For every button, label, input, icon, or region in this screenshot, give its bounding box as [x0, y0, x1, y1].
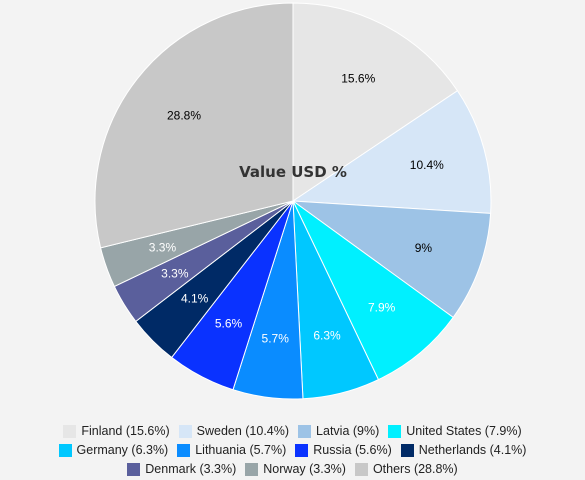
- slice-labels: 15.6% 10.4% 9% 7.9% 6.3% 5.7% 5.6% 4.1% 3.3% 3.3%…: [149, 72, 444, 346]
- slice-label: 15.6%: [341, 72, 375, 86]
- legend-row: Germany (6.3%) Lithuania (5.7%) Russia (…: [58, 443, 527, 457]
- pie-slice-finland[interactable]: [292, 2, 459, 202]
- legend-item-finland[interactable]: Finland (15.6%): [63, 424, 170, 438]
- legend-swatch: [178, 424, 192, 438]
- slice-label: 28.8%: [167, 108, 201, 122]
- legend-item-denmark[interactable]: Denmark (3.3%): [127, 462, 236, 476]
- chart-title: Value USD %: [239, 163, 347, 181]
- legend-label: Latvia (9%): [316, 424, 380, 438]
- legend-item-others[interactable]: Others (28.8%): [354, 462, 458, 476]
- pie-chart: 15.6% 10.4% 9% 7.9% 6.3% 5.7% 5.6% 4.1% 3.3% 3.3%…: [94, 2, 492, 400]
- slice-label: 3.3%: [149, 241, 177, 255]
- legend-label: Germany (6.3%): [76, 443, 169, 457]
- legend-label: Denmark (3.3%): [145, 462, 237, 476]
- pie-slice-latvia[interactable]: [291, 200, 492, 319]
- legend-swatch: [354, 462, 368, 476]
- slice-label: 7.9%: [368, 301, 396, 315]
- legend-label: United States (7.9%): [406, 424, 522, 438]
- legend-swatch: [127, 462, 141, 476]
- legend-item-russia[interactable]: Russia (5.6%): [295, 443, 392, 457]
- legend-label: Finland (15.6%): [81, 424, 170, 438]
- legend-item-united-states[interactable]: United States (7.9%): [388, 424, 522, 438]
- legend-item-latvia[interactable]: Latvia (9%): [298, 424, 379, 438]
- legend-item-sweden[interactable]: Sweden (10.4%): [178, 424, 290, 438]
- pie-slice-sweden[interactable]: [291, 90, 492, 214]
- slice-label: 10.4%: [410, 158, 444, 172]
- slice-label: 4.1%: [181, 292, 209, 306]
- legend-row: Finland (15.6%) Sweden (10.4%) Latvia (9…: [63, 424, 522, 438]
- legend-item-germany[interactable]: Germany (6.3%): [58, 443, 169, 457]
- legend: Finland (15.6%) Sweden (10.4%) Latvia (9…: [0, 424, 585, 476]
- slice-label: 6.3%: [313, 328, 341, 342]
- legend-item-netherlands[interactable]: Netherlands (4.1%): [400, 443, 527, 457]
- legend-label: Lithuania (5.7%): [195, 443, 287, 457]
- legend-label: Russia (5.6%): [313, 443, 392, 457]
- legend-swatch: [245, 462, 259, 476]
- legend-item-lithuania[interactable]: Lithuania (5.7%): [177, 443, 286, 457]
- legend-item-norway[interactable]: Norway (3.3%): [245, 462, 346, 476]
- legend-row: Denmark (3.3%) Norway (3.3%) Others (28.…: [127, 462, 458, 476]
- legend-label: Others (28.8%): [372, 462, 458, 476]
- legend-label: Sweden (10.4%): [196, 424, 290, 438]
- legend-swatch: [295, 443, 309, 457]
- legend-swatch: [400, 443, 414, 457]
- legend-swatch: [177, 443, 191, 457]
- pie-slice-others[interactable]: [94, 2, 294, 249]
- slice-label: 5.6%: [215, 317, 243, 331]
- slice-label: 5.7%: [262, 331, 290, 345]
- slice-label: 9%: [415, 241, 433, 255]
- legend-label: Netherlands (4.1%): [418, 443, 527, 457]
- slice-label: 3.3%: [161, 266, 189, 280]
- legend-label: Norway (3.3%): [263, 462, 346, 476]
- pie-slice-united-states[interactable]: [292, 200, 454, 381]
- legend-swatch: [63, 424, 77, 438]
- legend-swatch: [298, 424, 312, 438]
- pie-slices: [94, 2, 492, 400]
- legend-swatch: [388, 424, 402, 438]
- legend-swatch: [58, 443, 72, 457]
